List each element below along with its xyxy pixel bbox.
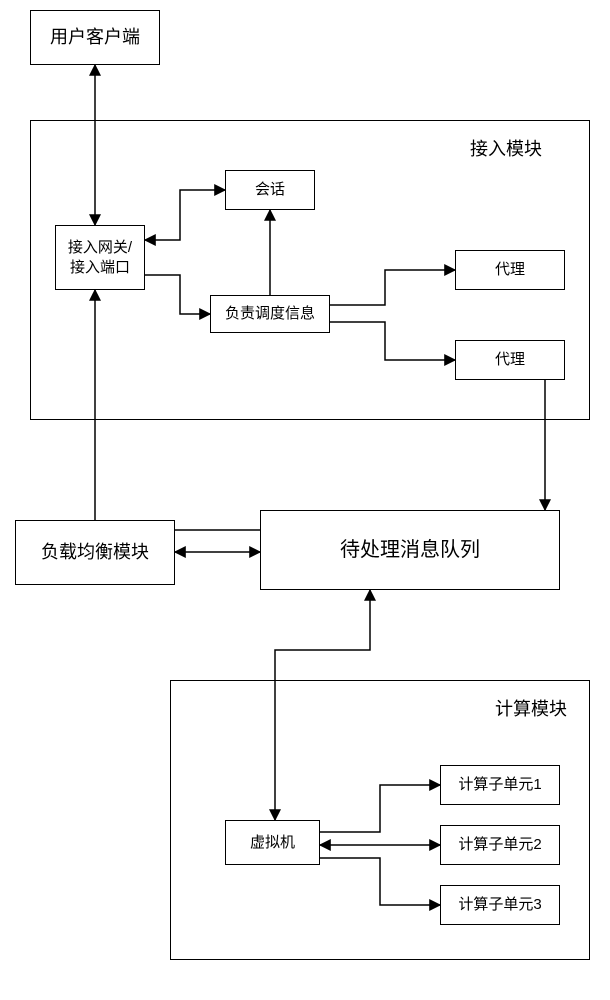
node-cu3: 计算子单元3: [440, 885, 560, 925]
node-sched: 负责调度信息: [210, 295, 330, 333]
node-client: 用户客户端: [30, 10, 160, 65]
node-vm: 虚拟机: [225, 820, 320, 865]
node-agent1: 代理: [455, 250, 565, 290]
node-session: 会话: [225, 170, 315, 210]
module-label-access_module: 接入模块: [470, 135, 542, 161]
node-gateway: 接入网关/接入端口: [55, 225, 145, 290]
node-queue: 待处理消息队列: [260, 510, 560, 590]
node-cu2: 计算子单元2: [440, 825, 560, 865]
node-agent2: 代理: [455, 340, 565, 380]
module-label-compute_module: 计算模块: [495, 695, 567, 721]
node-cu1: 计算子单元1: [440, 765, 560, 805]
node-lb: 负载均衡模块: [15, 520, 175, 585]
